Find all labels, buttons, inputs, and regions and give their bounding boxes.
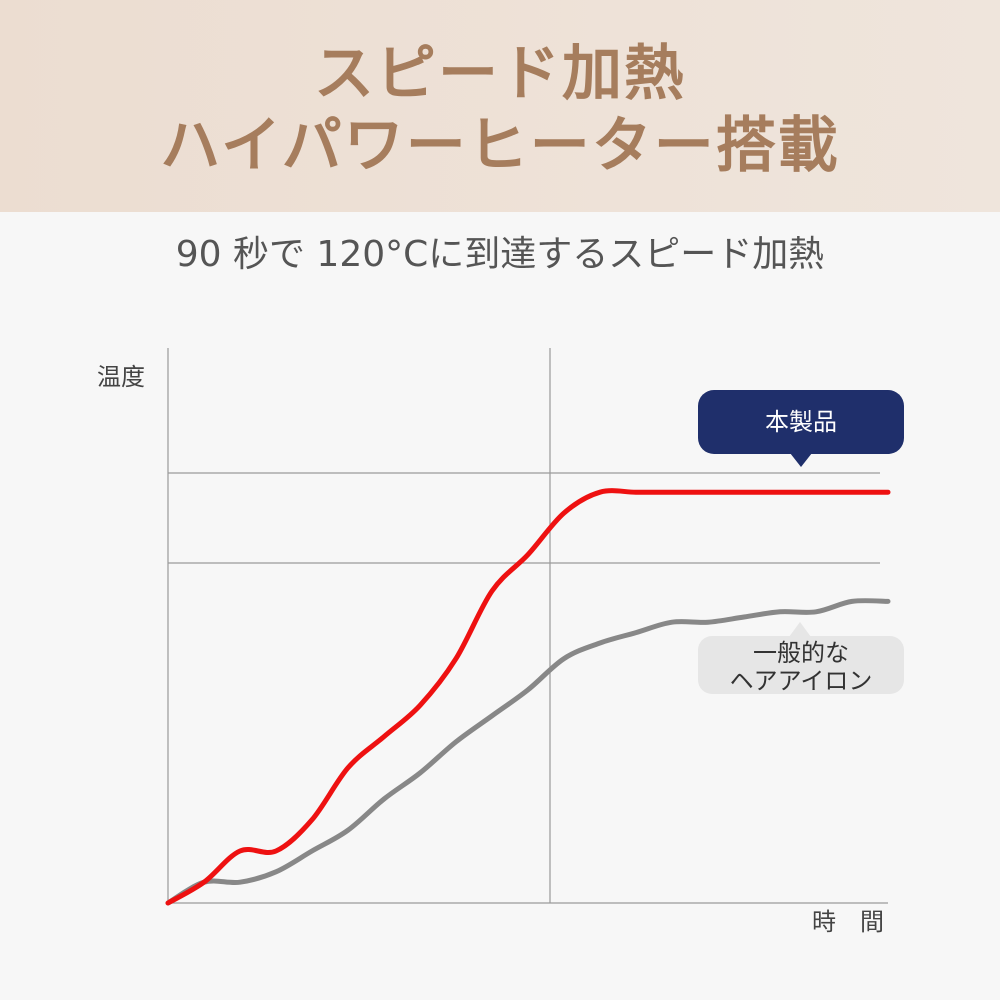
product-series-line	[165, 488, 891, 906]
product-legend-bubble	[698, 390, 904, 454]
generic-iron-series-line	[165, 598, 891, 906]
generic-iron-series-label: 一般的なヘアアイロン	[730, 639, 873, 695]
y-axis-label: 温度	[97, 363, 145, 391]
x-axis-label: 時 間	[812, 908, 884, 936]
generic-iron-legend-bubble	[698, 636, 904, 694]
product-bubble-pointer	[790, 453, 812, 467]
product-series-label: 本製品	[765, 408, 837, 436]
header-banner	[0, 0, 1000, 212]
subtitle: 90 秒で 120°Cに到達するスピード加熱	[175, 234, 825, 275]
page-title-line1: スピード加熱	[314, 39, 686, 109]
page-title-line2: ハイパワーヒーター搭載	[160, 111, 840, 181]
generic-bubble-pointer	[789, 622, 811, 637]
